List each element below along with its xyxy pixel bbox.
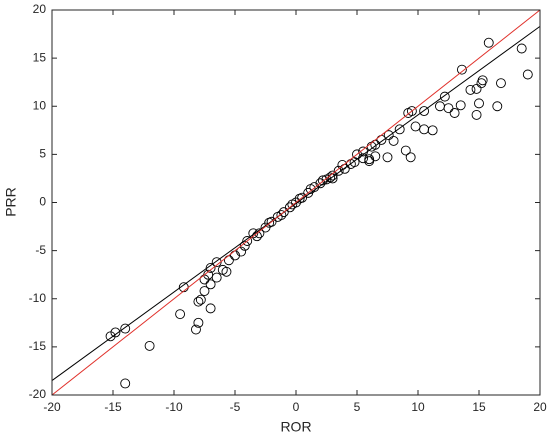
x-tick-label: -15 xyxy=(104,400,122,414)
point xyxy=(248,228,259,239)
point xyxy=(278,207,289,218)
y-tick-label: -15 xyxy=(29,339,47,353)
point xyxy=(405,152,416,163)
point xyxy=(474,98,484,109)
x-tick-label: 15 xyxy=(472,400,486,414)
x-tick-label: -20 xyxy=(43,400,61,414)
x-tick-label: 20 xyxy=(533,400,547,414)
plot-frame xyxy=(51,9,541,396)
point xyxy=(370,151,381,162)
point xyxy=(419,106,430,117)
point xyxy=(284,202,295,213)
point xyxy=(400,145,411,156)
point xyxy=(199,286,210,296)
fit-line xyxy=(51,9,541,396)
point xyxy=(483,37,494,48)
point xyxy=(349,157,360,168)
point xyxy=(144,340,155,351)
x-tick-label: -5 xyxy=(230,400,241,414)
y-tick-label: 0 xyxy=(39,195,46,209)
x-tick-label: -10 xyxy=(165,400,183,414)
point xyxy=(383,130,394,141)
point xyxy=(205,263,216,273)
point xyxy=(287,199,298,210)
y-tick-label: -5 xyxy=(35,243,46,257)
point xyxy=(105,331,116,342)
y-axis-label: PRR xyxy=(3,187,19,217)
point xyxy=(410,121,421,132)
y-tick-label: 20 xyxy=(33,2,47,16)
point xyxy=(193,296,204,307)
point xyxy=(205,303,216,314)
point xyxy=(471,109,482,120)
point xyxy=(449,108,460,118)
point xyxy=(492,101,503,112)
point xyxy=(522,69,533,80)
point xyxy=(456,64,467,75)
point xyxy=(394,124,405,135)
point xyxy=(191,324,201,335)
point xyxy=(193,317,204,328)
point xyxy=(403,108,414,118)
point xyxy=(427,125,438,136)
point xyxy=(211,272,222,283)
point xyxy=(465,84,476,95)
x-axis-label: ROR xyxy=(280,419,311,435)
point xyxy=(294,193,305,204)
y-tick-label: 10 xyxy=(33,98,47,112)
point xyxy=(264,217,275,228)
point xyxy=(211,257,222,268)
point xyxy=(443,103,454,114)
point xyxy=(120,323,131,334)
point xyxy=(471,83,482,94)
point xyxy=(439,91,450,102)
point xyxy=(455,100,466,111)
point xyxy=(364,156,375,167)
y-tick-label: 5 xyxy=(39,147,46,161)
point xyxy=(276,210,287,220)
point xyxy=(205,279,216,290)
point xyxy=(239,240,250,251)
y-tick-label: -20 xyxy=(29,387,47,401)
point xyxy=(120,378,131,389)
x-tick-label: 0 xyxy=(293,400,300,414)
point xyxy=(476,78,487,89)
point xyxy=(496,78,506,89)
point xyxy=(195,294,206,305)
y-tick-label: -10 xyxy=(29,291,47,305)
point xyxy=(217,264,228,275)
point xyxy=(516,43,527,54)
x-tick-label: 5 xyxy=(354,400,361,414)
fit-line xyxy=(51,25,541,381)
point xyxy=(242,236,253,246)
y-tick-label: 15 xyxy=(33,50,47,64)
point xyxy=(388,135,399,146)
point xyxy=(333,165,344,176)
point xyxy=(175,309,186,320)
x-tick-label: 10 xyxy=(411,400,425,414)
point xyxy=(382,152,393,163)
